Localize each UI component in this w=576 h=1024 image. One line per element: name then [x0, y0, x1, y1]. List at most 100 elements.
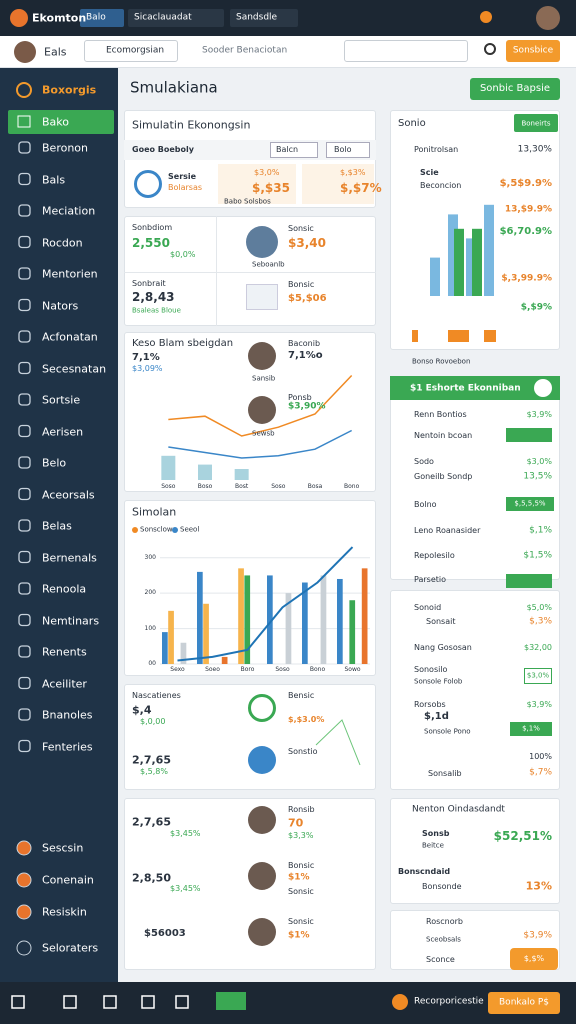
label: $3,0% [526, 671, 550, 680]
sidebar-item: Renents [42, 645, 87, 659]
tab[interactable] [128, 9, 224, 27]
nav-icon [141, 995, 155, 1009]
label: Sonsalib [428, 769, 462, 778]
label: Bsaleas Bloue [132, 306, 181, 315]
label: Ronsib [288, 805, 315, 814]
x-tick-label: Sexo [170, 666, 185, 673]
label: Sonsole Folob [414, 677, 463, 686]
notification-icon[interactable] [480, 11, 492, 23]
label: $32,00 [524, 643, 552, 652]
bar [234, 469, 249, 480]
sidebar-icon [18, 708, 31, 721]
label: 13% [525, 879, 552, 893]
label: Sersie [168, 172, 197, 181]
sidebar-active[interactable] [8, 110, 114, 134]
label: Nang Gososan [414, 643, 472, 652]
label: Sonoid [414, 603, 442, 612]
profile-avatar[interactable] [14, 41, 36, 63]
button-label: Bonkalo P$ [499, 997, 549, 1008]
header-button[interactable] [506, 40, 560, 62]
label: 7,1%o [288, 350, 323, 361]
sidebar-item: Bako [42, 115, 69, 129]
divider [124, 272, 376, 273]
bar [197, 571, 203, 664]
label: Beitce [422, 841, 444, 850]
toggle[interactable] [534, 379, 552, 397]
button-label: Boneirts [521, 119, 551, 128]
icon [248, 746, 276, 774]
tab[interactable] [80, 9, 124, 27]
floating-button[interactable] [510, 948, 558, 970]
sidebar-item: Rocdon [42, 236, 83, 249]
label: Nentoin bcoan [414, 431, 473, 440]
stat-box [302, 164, 374, 204]
label: Seboanlb [252, 260, 285, 269]
label: Leno Roanasider [414, 526, 481, 535]
divider [216, 216, 217, 326]
bar [161, 455, 176, 480]
label: $3,0% [254, 168, 280, 177]
card-header [390, 376, 560, 400]
x-tick-label: Bono [309, 666, 326, 673]
select[interactable] [326, 142, 370, 158]
card-title: $1 Eshorte Ekonniban [410, 383, 521, 394]
label: $,1d [424, 711, 449, 722]
bar [244, 575, 251, 664]
search-icon[interactable] [484, 43, 496, 55]
badge [524, 668, 552, 684]
label: $1% [288, 872, 310, 883]
x-tick-label: Soso [271, 483, 286, 490]
search-input[interactable] [84, 40, 178, 62]
avatar [248, 806, 276, 834]
bottom-button[interactable] [488, 992, 560, 1014]
sidebar-item: Nemtinars [42, 614, 100, 627]
label: $,0,00 [140, 717, 166, 726]
label: $1,5% [523, 550, 552, 561]
x-tick-label: Soso [161, 483, 176, 490]
page-title: Smulakiana [130, 78, 218, 97]
bar [466, 238, 476, 296]
primary-button[interactable] [470, 78, 560, 100]
bar [448, 214, 458, 296]
sidebar-icon [18, 172, 31, 186]
right-card [390, 798, 560, 904]
label: $6,70.9% [499, 226, 552, 237]
brand: Ekomton [32, 11, 87, 25]
search-input[interactable] [344, 40, 468, 62]
label: $,4 [132, 703, 152, 717]
tab-label: Balo [86, 12, 106, 23]
select[interactable] [270, 142, 318, 158]
legend-swatch [172, 527, 178, 533]
tab[interactable] [230, 9, 298, 27]
label: 2,7,65 [132, 753, 171, 767]
label: Sonsic [288, 887, 314, 896]
label: Sonbrait [132, 279, 166, 288]
nav-icon [11, 995, 25, 1009]
label: 13,30% [517, 144, 552, 155]
sidebar-item: Mentorien [42, 267, 98, 281]
sidebar-item: Secesnatan [42, 362, 107, 375]
sidebar-icon [18, 456, 31, 469]
sidebar-item: Acfonatan [42, 330, 98, 344]
search-text: Ecomorgsian [106, 45, 165, 56]
label: Repolesilo [414, 551, 455, 560]
bar [221, 656, 228, 664]
sidebar-item: Conenain [42, 873, 94, 887]
user-avatar[interactable] [536, 6, 560, 30]
sidebar-item: Seloraters [42, 941, 99, 955]
label: Sonosilo [414, 665, 448, 674]
bar [320, 575, 327, 664]
sidebar-icon [18, 267, 31, 280]
badge [506, 497, 554, 511]
card-title: Keso Blam sbeigdan [132, 338, 234, 349]
right-button[interactable] [514, 114, 558, 132]
sidebar-icon [16, 904, 32, 920]
sidebar-item: Belo [42, 456, 67, 470]
label: $56003 [144, 928, 186, 939]
label: $,5,8% [140, 767, 168, 776]
label: Beconcion [420, 181, 462, 190]
x-tick-label: Sowo [344, 666, 361, 673]
sidebar-icon [16, 82, 32, 98]
